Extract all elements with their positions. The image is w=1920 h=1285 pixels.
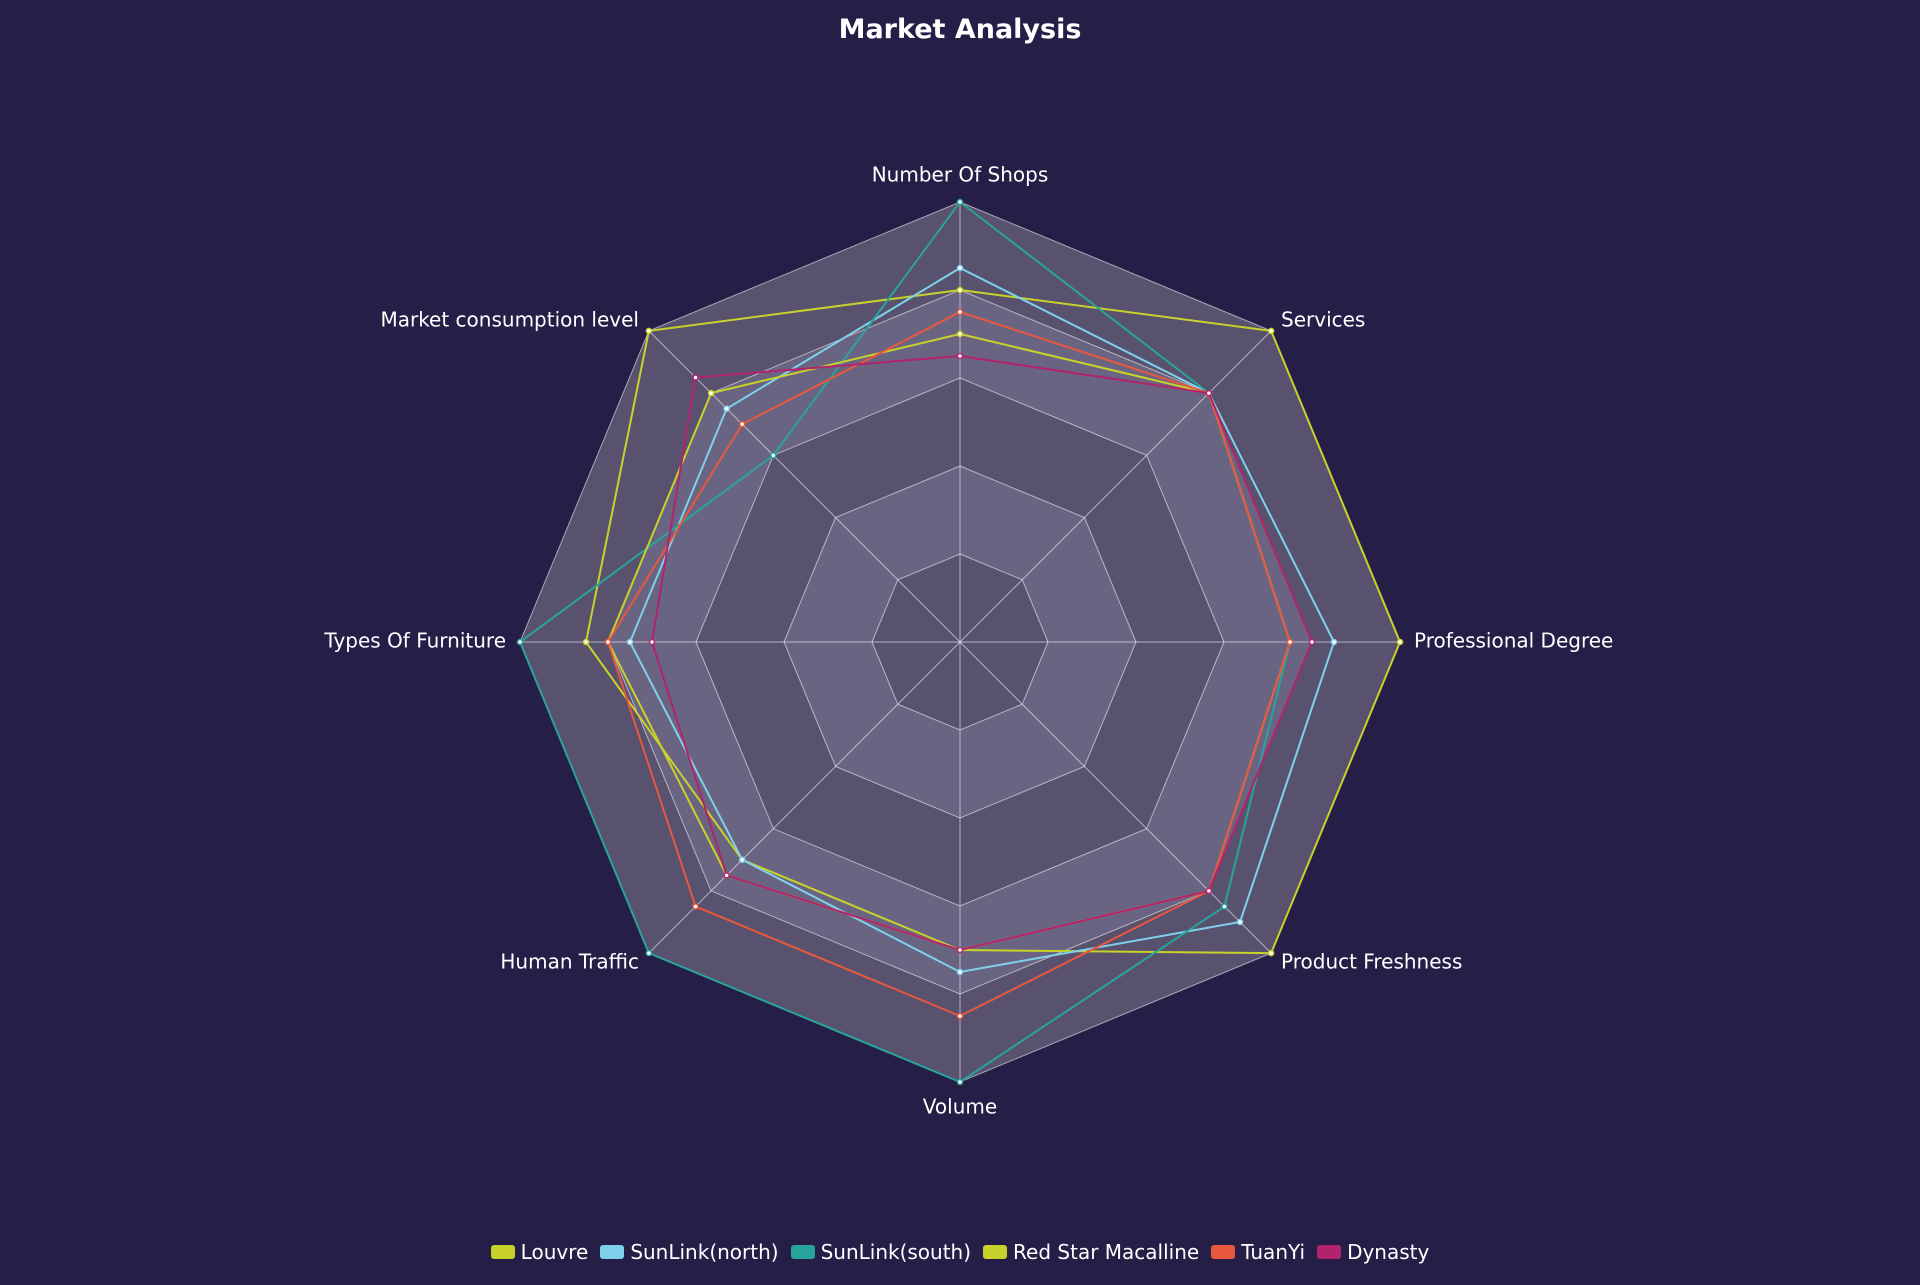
legend-item[interactable]: Dynasty: [1317, 1240, 1429, 1264]
legend-swatch: [790, 1245, 815, 1259]
series-point[interactable]: [1330, 638, 1338, 646]
legend-item[interactable]: SunLink(north): [600, 1240, 779, 1264]
series-point[interactable]: [956, 264, 964, 272]
series-point[interactable]: [956, 1012, 964, 1020]
legend: Louvre SunLink(north) SunLink(south) Red St…: [0, 1240, 1920, 1264]
series-point[interactable]: [956, 330, 964, 338]
chart-title: Market Analysis: [838, 14, 1082, 45]
indicator-label: Professional Degree: [1414, 629, 1613, 653]
series-point[interactable]: [1205, 887, 1213, 895]
legend-label: Red Star Macalline: [1013, 1240, 1200, 1264]
series-point[interactable]: [645, 327, 653, 335]
legend-swatch: [1211, 1245, 1236, 1259]
series-point[interactable]: [1267, 949, 1275, 957]
indicator-label: Number Of Shops: [872, 163, 1049, 187]
series-point[interactable]: [956, 946, 964, 954]
series-point[interactable]: [770, 452, 777, 459]
series-point[interactable]: [956, 968, 964, 976]
series-point[interactable]: [707, 389, 715, 397]
series-point[interactable]: [1205, 389, 1213, 397]
legend-swatch: [490, 1245, 515, 1259]
legend-swatch: [600, 1245, 625, 1259]
legend-swatch: [1317, 1245, 1342, 1259]
series-point[interactable]: [1221, 903, 1228, 910]
radar-spoke: [648, 330, 961, 643]
series-point[interactable]: [692, 903, 699, 910]
legend-swatch: [983, 1245, 1008, 1259]
series-point[interactable]: [1286, 638, 1294, 646]
indicator-label: Human Traffic: [500, 950, 639, 974]
legend-label: TuanYi: [1241, 1240, 1306, 1264]
series-point[interactable]: [1396, 638, 1404, 646]
series-point[interactable]: [1236, 918, 1244, 926]
series-dynasty[interactable]: [648, 352, 1316, 954]
indicator-label: Volume: [923, 1095, 997, 1119]
legend-item[interactable]: SunLink(south): [790, 1240, 972, 1264]
series-point[interactable]: [956, 1078, 964, 1086]
series-point[interactable]: [582, 638, 590, 646]
series-point[interactable]: [692, 374, 699, 381]
radar-spoke: [959, 330, 1272, 643]
indicator-label: Services: [1281, 307, 1365, 331]
series-point[interactable]: [604, 638, 612, 646]
series-point[interactable]: [648, 638, 656, 646]
series-point[interactable]: [723, 405, 730, 412]
series-point[interactable]: [1308, 638, 1316, 646]
radar-spoke: [648, 641, 961, 954]
series-point[interactable]: [1267, 327, 1275, 335]
series-point[interactable]: [956, 352, 964, 360]
legend-label: Louvre: [520, 1240, 589, 1264]
indicator-label: Market consumption level: [380, 307, 639, 331]
series-point[interactable]: [645, 949, 653, 957]
series-point[interactable]: [956, 198, 964, 206]
legend-item[interactable]: TuanYi: [1211, 1240, 1305, 1264]
series-point[interactable]: [516, 638, 524, 646]
legend-item[interactable]: Red Star Macalline: [983, 1240, 1199, 1264]
series-point[interactable]: [738, 420, 746, 428]
legend-label: SunLink(north): [630, 1240, 779, 1264]
legend-label: SunLink(south): [820, 1240, 972, 1264]
series-point[interactable]: [723, 872, 730, 879]
indicator-label: Types Of Furniture: [323, 629, 506, 653]
legend-item[interactable]: Louvre: [490, 1240, 589, 1264]
series-tuanyi[interactable]: [604, 308, 1294, 1020]
legend-label: Dynasty: [1347, 1240, 1430, 1264]
indicator-label: Product Freshness: [1281, 950, 1462, 974]
series-point[interactable]: [956, 286, 964, 294]
series-point[interactable]: [956, 308, 964, 316]
series-point[interactable]: [626, 638, 634, 646]
series-point[interactable]: [738, 856, 746, 864]
radar-spoke: [959, 641, 1272, 954]
